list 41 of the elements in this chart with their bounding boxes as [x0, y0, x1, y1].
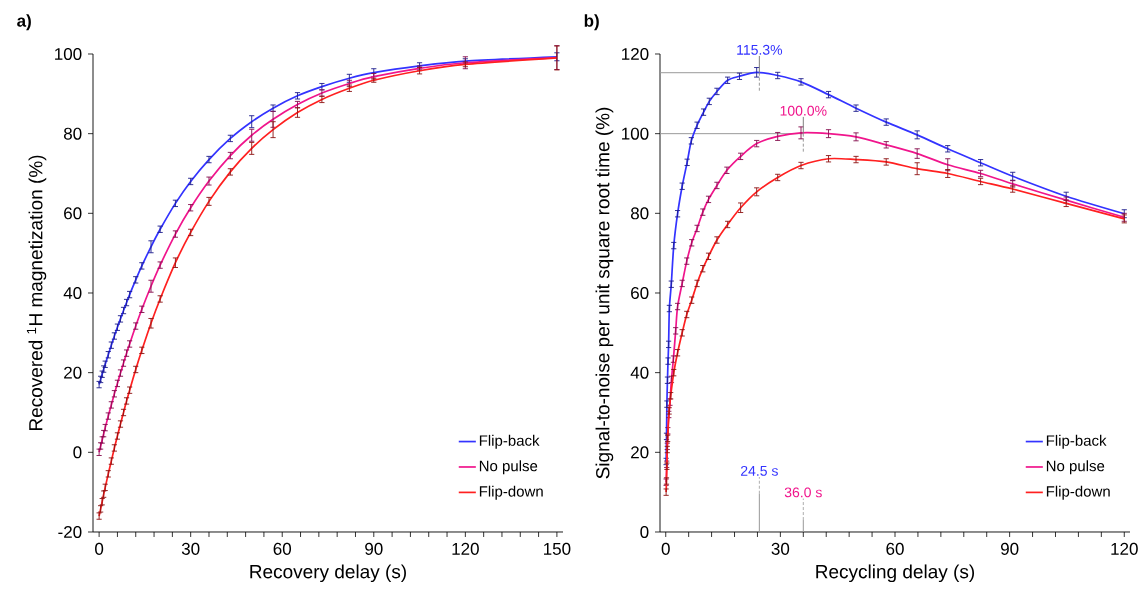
x-tick-label: 90 — [365, 542, 383, 555]
annotation: 115.3% — [737, 44, 783, 55]
x-tick-label: 30 — [181, 542, 200, 555]
x-tick-label: 90 — [1000, 542, 1019, 555]
y-tick-label: 60 — [631, 286, 649, 300]
y-axis-title: Recovered $^{1}$H magnetization (%) — [26, 155, 47, 431]
x-tick-label: 120 — [1111, 542, 1138, 555]
legend-label: Flip-down — [1046, 485, 1110, 500]
y-tick-label: 60 — [64, 207, 82, 220]
y-tick-label: 40 — [630, 366, 649, 379]
y-tick-label: 100 — [622, 127, 649, 140]
x-tick-label: 30 — [771, 542, 790, 555]
ref-line-label: 36.0 s — [784, 487, 822, 498]
y-tick-label: 40 — [63, 286, 82, 300]
y-tick-label: 20 — [631, 446, 649, 459]
legend-label: Flip-back — [1046, 434, 1107, 449]
y-tick-label: -20 — [58, 525, 82, 539]
y-tick-label: 0 — [73, 446, 82, 459]
ref-line-label: 24.5 s — [740, 465, 778, 476]
y-axis-title: Signal-to-noise per unit square root time (%) — [595, 107, 614, 479]
x-axis-title: Recovery delay (s) — [250, 564, 406, 583]
y-tick-label: 100 — [55, 47, 82, 61]
y-tick-label: 0 — [640, 525, 649, 539]
x-tick-label: 0 — [95, 542, 104, 555]
legend-label: No pulse — [479, 460, 538, 475]
chart-title: a) — [17, 14, 31, 31]
chart-title: b) — [584, 14, 599, 31]
x-tick-label: 60 — [273, 542, 292, 555]
y-tick-label: 120 — [622, 47, 649, 61]
annotation: 100.0% — [780, 105, 827, 116]
x-tick-label: 0 — [661, 542, 670, 555]
x-axis-title: Recycling delay (s) — [816, 564, 975, 583]
x-tick-label: 120 — [452, 542, 479, 555]
y-tick-label: 80 — [63, 127, 82, 140]
y-tick-label: 20 — [64, 366, 82, 379]
legend-label: Flip-back — [479, 434, 540, 449]
x-tick-label: 150 — [544, 542, 571, 555]
y-tick-label: 80 — [630, 207, 649, 220]
legend-label: No pulse — [1046, 460, 1105, 475]
x-tick-label: 60 — [886, 542, 904, 555]
legend-label: Flip-down — [479, 485, 543, 500]
